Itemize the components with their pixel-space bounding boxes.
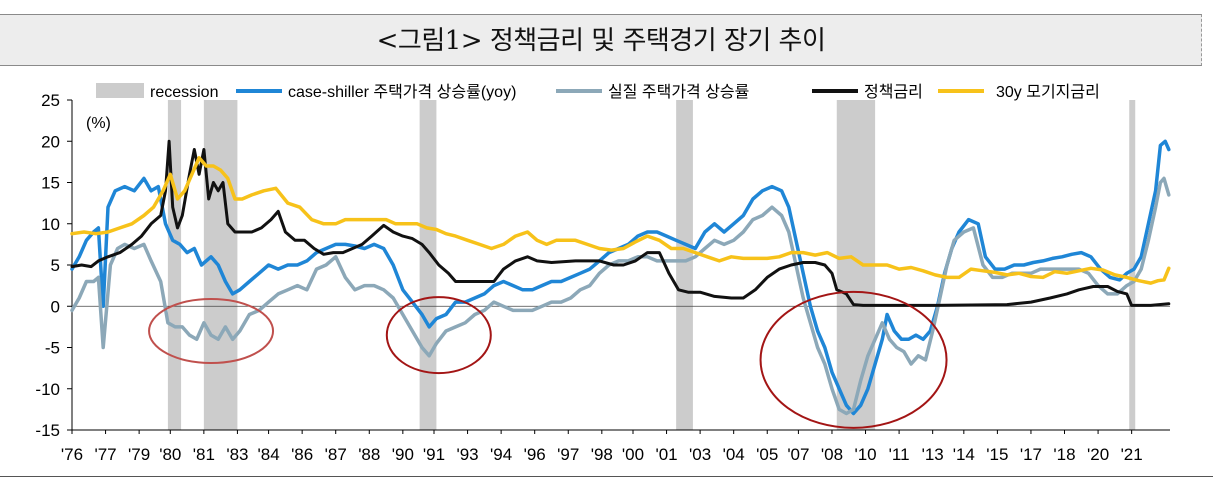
x-tick-label: '14 [953, 445, 975, 464]
x-tick-label: '01 [655, 445, 677, 464]
x-tick-label: '18 [1053, 445, 1075, 464]
y-tick-label: 5 [51, 256, 60, 275]
x-tick-label: '77 [94, 445, 116, 464]
x-tick-label: '21 [1121, 445, 1143, 464]
highlight-ellipse [148, 298, 275, 364]
x-tick-label: '11 [889, 445, 910, 464]
y-tick-label: -10 [35, 380, 60, 399]
legend-label: 실질 주택가격 상승률 [608, 83, 749, 101]
x-tick-label: '08 [821, 445, 843, 464]
x-tick-label: '96 [524, 445, 546, 464]
y-tick-label: 0 [51, 297, 60, 316]
x-tick-label: '17 [1020, 445, 1042, 464]
y-tick-label: 10 [41, 215, 60, 234]
x-tick-label: '88 [358, 445, 380, 464]
highlight-ellipse [385, 296, 492, 375]
legend-label: case-shiller 주택가격 상승률(yoy) [288, 83, 516, 101]
x-tick-label: '00 [622, 445, 644, 464]
x-tick-label: '05 [756, 445, 778, 464]
x-tick-label: '97 [557, 445, 579, 464]
x-tick-label: '76 [61, 445, 83, 464]
x-tick-label: '87 [325, 445, 347, 464]
x-tick-label: '91 [423, 445, 445, 464]
title-bar: <그림1> 정책금리 및 주택경기 장기 추이 [0, 14, 1202, 66]
series-line [70, 139, 1171, 416]
x-tick-label: '20 [1087, 445, 1109, 464]
legend-label: 정책금리 [864, 83, 923, 101]
x-tick-label: '83 [226, 445, 248, 464]
x-tick-label: '94 [490, 445, 512, 464]
bottom-rule [0, 476, 1213, 477]
x-tick-label: '13 [922, 445, 944, 464]
y-tick-label: 25 [41, 91, 60, 110]
x-tick-label: '86 [291, 445, 313, 464]
x-tick-label: '93 [456, 445, 478, 464]
x-tick-label: '90 [392, 445, 414, 464]
x-tick-label: '81 [193, 445, 215, 464]
y-unit-label: (%) [86, 115, 111, 132]
y-tick-label: -5 [45, 339, 60, 358]
x-tick-label: '03 [689, 445, 711, 464]
recession-band [676, 100, 693, 430]
legend-recession-label: recession [150, 84, 218, 101]
highlight-ellipse [759, 290, 948, 429]
recession-band [419, 100, 437, 430]
x-tick-label: '15 [986, 445, 1008, 464]
y-tick-label: 15 [41, 174, 60, 193]
series-line [70, 139, 1171, 307]
x-tick-label: '84 [258, 445, 280, 464]
x-tick-label: '10 [854, 445, 876, 464]
x-tick-label: '79 [128, 445, 150, 464]
chart-title: <그림1> 정책금리 및 주택경기 장기 추이 [376, 26, 826, 56]
y-tick-label: 20 [41, 132, 60, 151]
legend-label: 30y 모기지금리 [996, 83, 1100, 101]
series-line [70, 156, 1171, 285]
x-tick-label: '98 [591, 445, 613, 464]
x-tick-label: '80 [159, 445, 181, 464]
y-tick-label: -15 [35, 421, 60, 440]
recession-band [203, 100, 238, 430]
legend-recession-swatch [96, 83, 144, 98]
x-tick-label: '07 [787, 445, 809, 464]
recession-band [1129, 100, 1136, 430]
x-tick-label: '04 [723, 445, 745, 464]
